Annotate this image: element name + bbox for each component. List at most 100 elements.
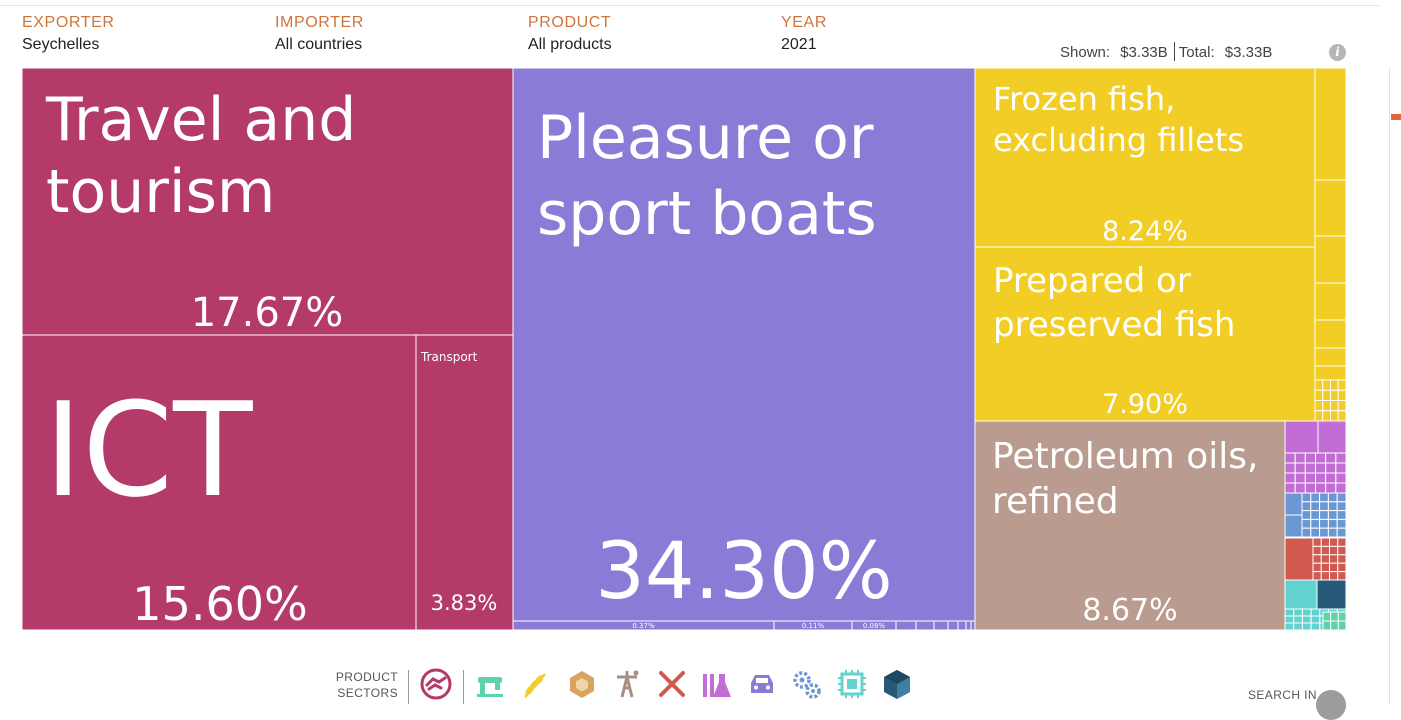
tile-textiles-tiny[interactable] — [1330, 611, 1339, 622]
tile-textiles-tiny[interactable] — [1322, 611, 1332, 622]
tile-agriculture-tiny[interactable] — [1337, 400, 1347, 412]
tile-machinery-tiny[interactable] — [1336, 527, 1347, 538]
tile-machinery-tiny[interactable] — [1327, 501, 1338, 512]
tile-agriculture-small[interactable] — [1314, 235, 1347, 284]
chemicals-icon[interactable] — [701, 668, 733, 700]
tile-agriculture-small[interactable] — [1314, 282, 1347, 321]
tile-machinery-tiny[interactable] — [1301, 510, 1312, 520]
tile-chemicals-tiny[interactable] — [1325, 472, 1337, 484]
tile-metals-tiny[interactable] — [1337, 545, 1347, 556]
tile-machinery-tiny[interactable] — [1327, 510, 1338, 520]
info-icon[interactable]: i — [1329, 44, 1346, 61]
tile-metals-tiny[interactable] — [1329, 545, 1339, 556]
tile-electronics-tiny[interactable] — [1310, 608, 1321, 617]
tile-agriculture-tiny[interactable] — [1330, 410, 1339, 422]
tile-vehicles-tiny[interactable] — [915, 620, 935, 631]
tile-chemicals-tiny[interactable] — [1294, 472, 1306, 484]
tile-metals-tiny[interactable] — [1329, 571, 1339, 581]
tile-agriculture-tiny[interactable] — [1322, 389, 1331, 401]
vehicles-icon[interactable] — [746, 668, 778, 700]
tile-machinery-tiny[interactable] — [1301, 518, 1312, 529]
tile-agriculture-tiny[interactable] — [1330, 400, 1339, 412]
tile-chemicals-tiny[interactable] — [1325, 482, 1337, 494]
tile-textiles-tiny[interactable] — [1322, 620, 1332, 631]
filter-exporter-value[interactable]: Seychelles — [22, 36, 100, 53]
tile-metals-tiny[interactable] — [1312, 571, 1322, 581]
tile-electronics-tiny[interactable] — [1284, 622, 1295, 631]
filter-importer[interactable]: IMPORTER All countries — [275, 14, 364, 54]
tile-agriculture-tiny[interactable] — [1322, 379, 1331, 391]
tile-metals-tiny[interactable] — [1312, 562, 1322, 573]
tile-electronics-tiny[interactable] — [1293, 615, 1303, 624]
tile-textiles-tiny[interactable] — [1337, 620, 1347, 631]
tile-metals-tiny[interactable] — [1329, 554, 1339, 564]
tile-electronics[interactable] — [1284, 579, 1318, 610]
tile-electronics-tiny[interactable] — [1310, 622, 1321, 631]
tile-prepared-or-preserved-fish[interactable] — [974, 246, 1316, 422]
tile-machinery-tiny[interactable] — [1301, 492, 1312, 503]
filter-year-value[interactable]: 2021 — [781, 36, 817, 53]
tile-travel-and-tourism[interactable] — [21, 67, 514, 336]
tile-agriculture-small[interactable] — [1314, 67, 1347, 181]
tile-machinery-tiny[interactable] — [1310, 527, 1321, 538]
machinery-icon[interactable] — [791, 668, 823, 700]
tile-agriculture-tiny[interactable] — [1330, 379, 1339, 391]
tile-machinery-tiny[interactable] — [1301, 527, 1312, 538]
tile-chemicals-tiny[interactable] — [1335, 452, 1347, 464]
tile-metals-tiny[interactable] — [1320, 571, 1330, 581]
tile-chemicals[interactable] — [1317, 420, 1347, 454]
tile-metals-tiny[interactable] — [1329, 537, 1339, 547]
tile-agriculture-tiny[interactable] — [1337, 379, 1347, 391]
tile-agriculture-small[interactable] — [1314, 365, 1347, 381]
tile-machinery[interactable] — [1284, 492, 1303, 516]
metals-icon[interactable] — [656, 668, 688, 700]
tile-machinery-tiny[interactable] — [1319, 501, 1329, 512]
tile-agriculture-tiny[interactable] — [1314, 379, 1324, 391]
filter-importer-value[interactable]: All countries — [275, 36, 363, 53]
tile-chemicals-tiny[interactable] — [1304, 472, 1317, 484]
textiles-icon[interactable] — [474, 668, 506, 700]
filter-product[interactable]: PRODUCT All products — [528, 14, 612, 54]
tile-machinery-tiny[interactable] — [1301, 501, 1312, 512]
tile-chemicals-tiny[interactable] — [1284, 482, 1296, 494]
tile-chemicals-tiny[interactable] — [1335, 482, 1347, 494]
tile-textiles-tiny[interactable] — [1337, 611, 1347, 622]
tile-agriculture-tiny[interactable] — [1322, 400, 1331, 412]
tile-machinery-tiny[interactable] — [1310, 492, 1321, 503]
search-icon[interactable] — [1316, 690, 1346, 720]
tile-metals-tiny[interactable] — [1329, 562, 1339, 573]
tile-electronics-tiny[interactable] — [1301, 615, 1312, 624]
tile-vehicles-tiny[interactable] — [895, 620, 917, 631]
tile-metals-tiny[interactable] — [1337, 571, 1347, 581]
filter-exporter[interactable]: EXPORTER Seychelles — [22, 14, 115, 54]
tile-machinery-tiny[interactable] — [1336, 518, 1347, 529]
tile-chemicals-tiny[interactable] — [1284, 472, 1296, 484]
tile-agriculture-tiny[interactable] — [1314, 400, 1324, 412]
tile-chemicals-tiny[interactable] — [1304, 482, 1317, 494]
tile-machinery-tiny[interactable] — [1336, 501, 1347, 512]
tile-metals-tiny[interactable] — [1320, 545, 1330, 556]
tile-agriculture-small[interactable] — [1314, 179, 1347, 237]
tile-vehicles-tiny[interactable] — [933, 620, 949, 631]
tile-machinery-tiny[interactable] — [1327, 518, 1338, 529]
tile-vehicles-tiny[interactable] — [970, 620, 976, 631]
tile-machinery-tiny[interactable] — [1319, 518, 1329, 529]
tile-agriculture-tiny[interactable] — [1337, 389, 1347, 401]
tile-agriculture-small[interactable] — [1314, 319, 1347, 349]
tile-chemicals-tiny[interactable] — [1294, 452, 1306, 464]
tile-machinery-tiny[interactable] — [1319, 492, 1329, 503]
tile-metals[interactable] — [1284, 537, 1314, 581]
tile-metals-tiny[interactable] — [1312, 545, 1322, 556]
tile-chemicals-tiny[interactable] — [1315, 482, 1327, 494]
tile-machinery[interactable] — [1284, 514, 1303, 538]
tile-frozen-fish-excluding-fillets[interactable] — [974, 67, 1316, 248]
tile-chemicals-tiny[interactable] — [1315, 462, 1327, 474]
tile-electronics-tiny[interactable] — [1293, 622, 1303, 631]
stone-icon[interactable] — [566, 668, 598, 700]
tile-machinery-tiny[interactable] — [1336, 510, 1347, 520]
tile-vehicles-tiny[interactable] — [957, 620, 967, 631]
tile-metals-tiny[interactable] — [1320, 562, 1330, 573]
tile-ict[interactable] — [21, 334, 417, 631]
tile-electronics-tiny[interactable] — [1310, 615, 1321, 624]
tile-agriculture-tiny[interactable] — [1314, 389, 1324, 401]
